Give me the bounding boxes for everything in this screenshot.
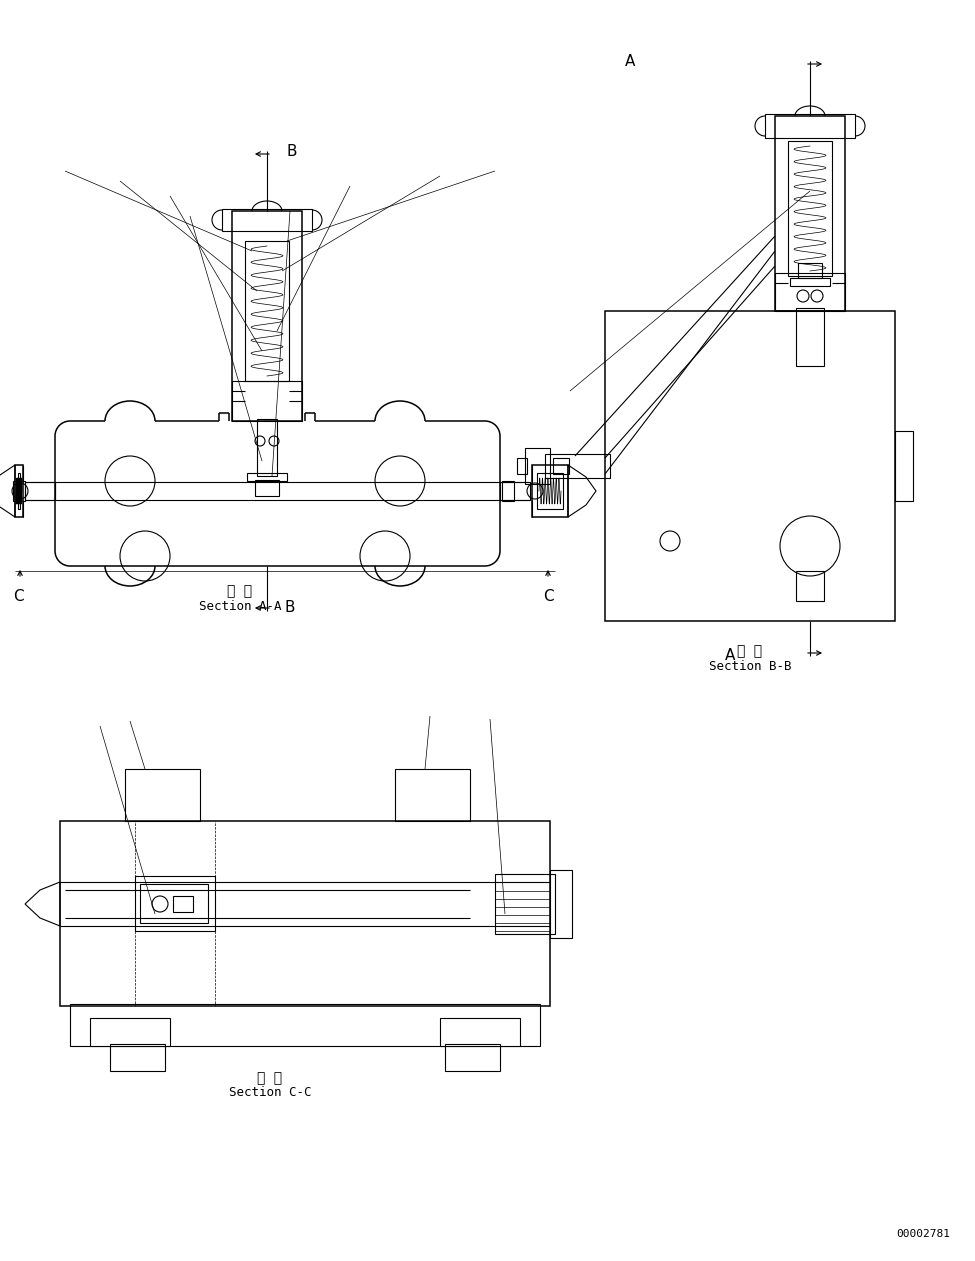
- Bar: [765, 113, 855, 137]
- Bar: [788, 141, 832, 276]
- Text: 断 面: 断 面: [227, 584, 253, 598]
- Bar: [495, 874, 555, 934]
- Bar: [255, 480, 279, 496]
- Bar: [445, 1044, 500, 1071]
- Text: A: A: [625, 53, 636, 68]
- Bar: [90, 1018, 170, 1047]
- Bar: [775, 116, 845, 311]
- Text: Section C-C: Section C-C: [229, 1087, 311, 1100]
- Bar: [550, 870, 572, 938]
- Bar: [135, 876, 215, 931]
- Bar: [796, 571, 824, 601]
- Text: 00002781: 00002781: [896, 1229, 950, 1240]
- Bar: [13, 480, 25, 501]
- Bar: [173, 897, 193, 912]
- Text: Section A-A: Section A-A: [199, 599, 281, 613]
- Bar: [25, 482, 55, 501]
- Bar: [895, 431, 913, 501]
- Bar: [15, 465, 23, 517]
- Bar: [70, 1004, 540, 1047]
- Text: B: B: [287, 144, 297, 159]
- Bar: [257, 419, 277, 475]
- Bar: [18, 473, 20, 509]
- Bar: [525, 448, 550, 484]
- Bar: [790, 277, 830, 286]
- Text: C: C: [543, 589, 554, 604]
- Bar: [605, 311, 895, 620]
- Text: A: A: [724, 648, 735, 663]
- Bar: [502, 480, 514, 501]
- Bar: [775, 272, 845, 311]
- Bar: [247, 473, 287, 480]
- Bar: [232, 381, 302, 421]
- Text: Section B-B: Section B-B: [709, 660, 792, 672]
- Bar: [545, 454, 610, 478]
- Text: C: C: [13, 589, 23, 604]
- Bar: [517, 458, 527, 474]
- Bar: [125, 769, 200, 821]
- Bar: [140, 884, 208, 923]
- Bar: [500, 482, 530, 501]
- Bar: [60, 821, 550, 1006]
- Text: B: B: [285, 600, 295, 615]
- Bar: [232, 211, 302, 421]
- Bar: [222, 209, 312, 231]
- Bar: [440, 1018, 520, 1047]
- Bar: [245, 241, 289, 381]
- Bar: [395, 769, 470, 821]
- Bar: [532, 465, 568, 517]
- Bar: [796, 308, 824, 366]
- Text: 断 面: 断 面: [257, 1071, 283, 1084]
- Text: 断 面: 断 面: [737, 644, 762, 658]
- Bar: [110, 1044, 165, 1071]
- Bar: [798, 264, 822, 277]
- Bar: [553, 458, 569, 474]
- Bar: [537, 473, 563, 509]
